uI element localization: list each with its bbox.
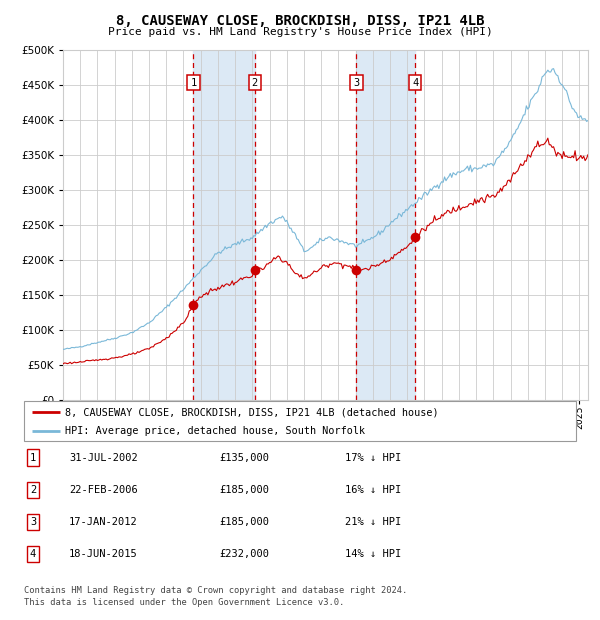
Text: 1: 1	[190, 78, 197, 87]
Text: HPI: Average price, detached house, South Norfolk: HPI: Average price, detached house, Sout…	[65, 427, 365, 436]
Text: £232,000: £232,000	[219, 549, 269, 559]
Text: 4: 4	[412, 78, 418, 87]
Text: 31-JUL-2002: 31-JUL-2002	[69, 453, 138, 463]
Text: 4: 4	[30, 549, 36, 559]
Text: 16% ↓ HPI: 16% ↓ HPI	[345, 485, 401, 495]
Text: £185,000: £185,000	[219, 485, 269, 495]
Text: This data is licensed under the Open Government Licence v3.0.: This data is licensed under the Open Gov…	[24, 598, 344, 607]
Bar	[193, 50, 255, 400]
Text: 3: 3	[30, 517, 36, 527]
Text: 8, CAUSEWAY CLOSE, BROCKDISH, DISS, IP21 4LB (detached house): 8, CAUSEWAY CLOSE, BROCKDISH, DISS, IP21…	[65, 407, 439, 417]
Text: 1: 1	[30, 453, 36, 463]
Text: £135,000: £135,000	[219, 453, 269, 463]
Text: 17-JAN-2012: 17-JAN-2012	[69, 517, 138, 527]
Text: 18-JUN-2015: 18-JUN-2015	[69, 549, 138, 559]
Text: 8, CAUSEWAY CLOSE, BROCKDISH, DISS, IP21 4LB: 8, CAUSEWAY CLOSE, BROCKDISH, DISS, IP21…	[116, 14, 484, 28]
Bar	[356, 50, 415, 400]
Text: Price paid vs. HM Land Registry's House Price Index (HPI): Price paid vs. HM Land Registry's House …	[107, 27, 493, 37]
Text: Contains HM Land Registry data © Crown copyright and database right 2024.: Contains HM Land Registry data © Crown c…	[24, 586, 407, 595]
Text: 14% ↓ HPI: 14% ↓ HPI	[345, 549, 401, 559]
Text: 2: 2	[251, 78, 258, 87]
Text: 3: 3	[353, 78, 359, 87]
Text: 2: 2	[30, 485, 36, 495]
Text: £185,000: £185,000	[219, 517, 269, 527]
Text: 22-FEB-2006: 22-FEB-2006	[69, 485, 138, 495]
Text: 21% ↓ HPI: 21% ↓ HPI	[345, 517, 401, 527]
Text: 17% ↓ HPI: 17% ↓ HPI	[345, 453, 401, 463]
